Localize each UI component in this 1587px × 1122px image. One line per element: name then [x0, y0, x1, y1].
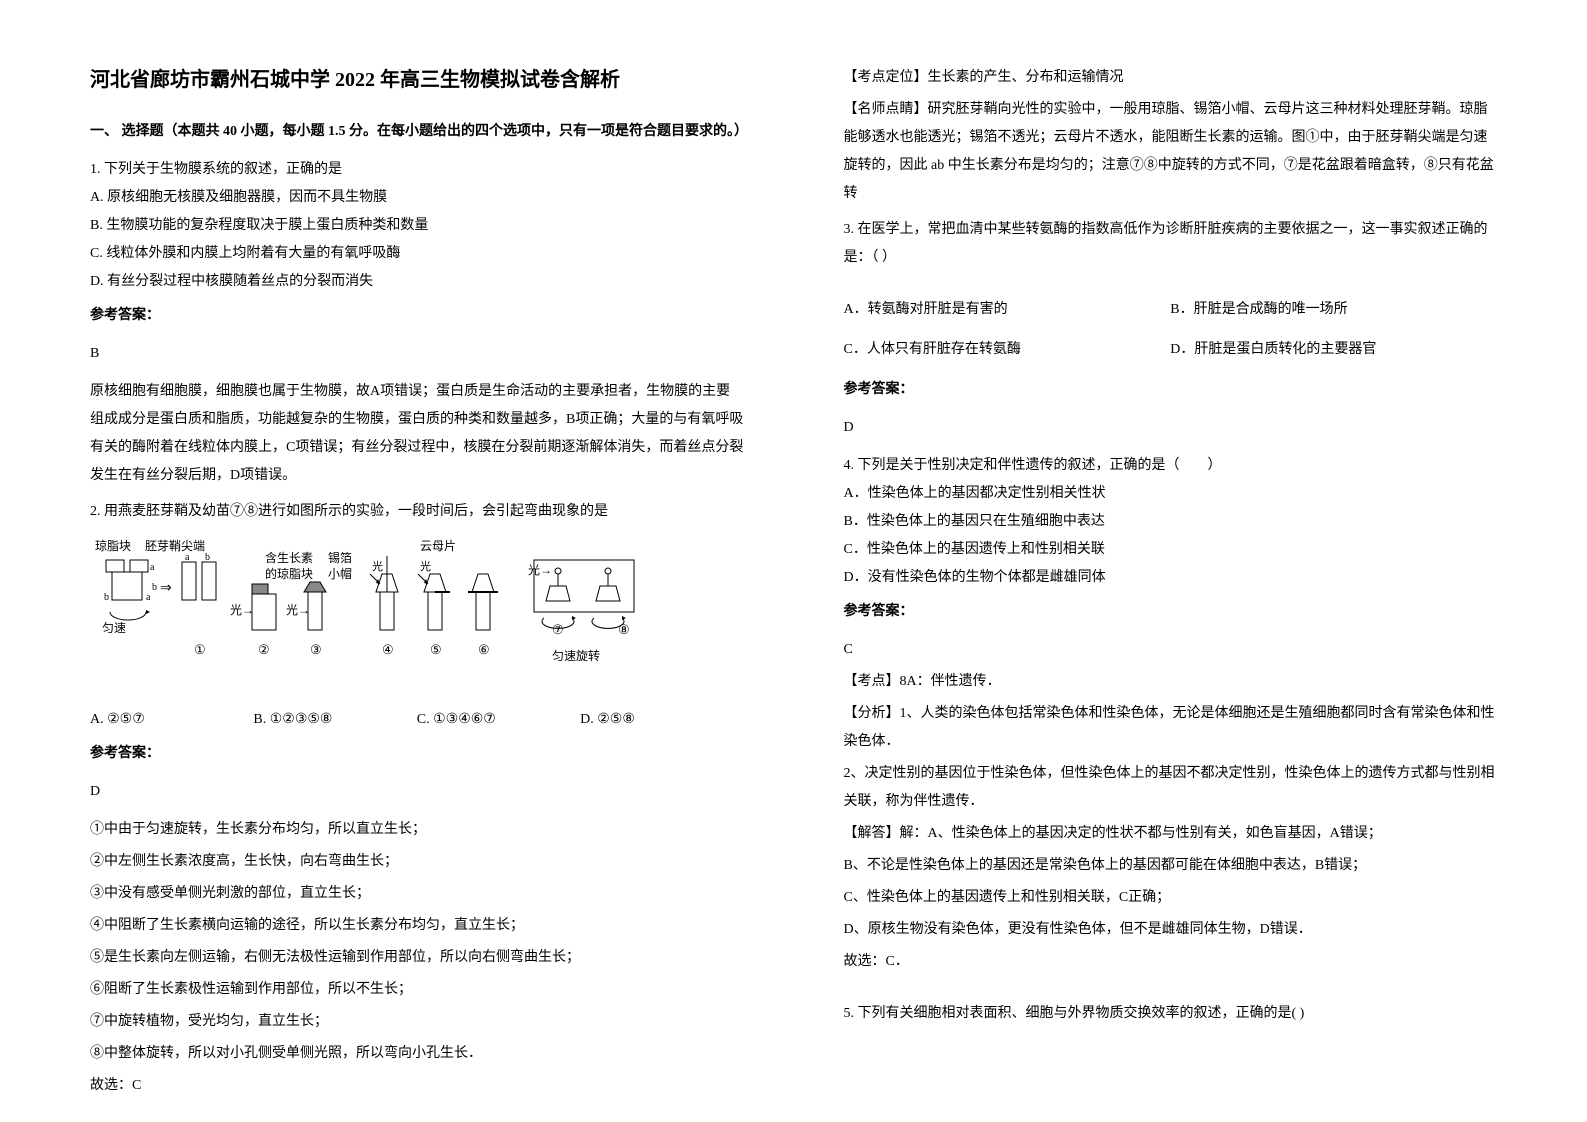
kaodian: 【考点定位】生长素的产生、分布和运输情况	[844, 64, 1498, 92]
q3-answer-label: 参考答案：	[844, 376, 1498, 404]
q4-kaodian: 【考点】8A：伴性遗传．	[844, 668, 1498, 696]
q4-stem: 4. 下列是关于性别决定和伴性遗传的叙述，正确的是（ ）	[844, 452, 1498, 480]
svg-text:④: ④	[382, 642, 394, 657]
q2-answer-label: 参考答案：	[90, 740, 744, 768]
q4-option-b: B．性染色体上的基因只在生殖细胞中表达	[844, 508, 1498, 536]
q3-option-b: B．肝脏是合成酶的唯一场所	[1170, 296, 1497, 324]
mingshi: 【名师点睛】研究胚芽鞘向光性的实验中，一般用琼脂、锡箔小帽、云母片这三种材料处理…	[844, 96, 1498, 208]
q2-e6: ⑥阻断了生长素极性运输到作用部位，所以不生长；	[90, 976, 744, 1004]
q4-jB: B、不论是性染色体上的基因还是常染色体上的基因都可能在体细胞中表达，B错误；	[844, 852, 1498, 880]
q1-answer-label: 参考答案：	[90, 302, 744, 330]
svg-text:光→: 光→	[230, 603, 254, 617]
label-qiongzhi: 琼脂块	[95, 538, 131, 553]
q2-answer: D	[90, 778, 744, 806]
subfig-1: a b b a 匀速 ⇒ a b ①	[102, 552, 216, 657]
svg-text:匀速旋转: 匀速旋转	[552, 648, 600, 663]
q3-stem: 3. 在医学上，常把血清中某些转氨酶的指数高低作为诊断肝脏疾病的主要依据之一，这…	[844, 216, 1498, 272]
subfig-5: 光 ⑤	[418, 559, 450, 657]
q1-stem: 1. 下列关于生物膜系统的叙述，正确的是	[90, 156, 744, 184]
q4-fenxi2: 2、决定性别的基因位于性染色体，但性染色体上的基因不都决定性别，性染色体上的遗传…	[844, 760, 1498, 816]
q4-option-a: A．性染色体上的基因都决定性别相关性状	[844, 480, 1498, 508]
q3-option-d: D．肝脏是蛋白质转化的主要器官	[1170, 336, 1497, 364]
q2-e1: ①中由于匀速旋转，生长素分布均匀，所以直立生长；	[90, 816, 744, 844]
svg-text:a: a	[185, 552, 190, 563]
q2-e4: ④中阻断了生长素横向运输的途径，所以生长素分布均匀，直立生长；	[90, 912, 744, 940]
label-jianduan: 胚芽鞘尖端	[145, 539, 205, 553]
q4-jE: 故选：C．	[844, 948, 1498, 976]
left-column: 河北省廊坊市霸州石城中学 2022 年高三生物模拟试卷含解析 一、 选择题（本题…	[40, 60, 794, 1082]
svg-text:a: a	[146, 592, 151, 603]
svg-text:b: b	[152, 582, 157, 593]
q1-option-a: A. 原核细胞无核膜及细胞器膜，因而不具生物膜	[90, 184, 744, 212]
q4-fenxi: 【分析】1、人类的染色体包括常染色体和性染色体，无论是体细胞还是生殖细胞都同时含…	[844, 700, 1498, 756]
q1-answer: B	[90, 340, 744, 368]
q2-e3: ③中没有感受单侧光刺激的部位，直立生长；	[90, 880, 744, 908]
svg-text:a: a	[150, 562, 155, 573]
label-xibo: 锡箔	[328, 550, 352, 565]
q4-option-d: D．没有性染色体的生物个体都是雌雄同体	[844, 564, 1498, 592]
subfig-3: 光→ ③	[286, 582, 326, 657]
svg-text:b: b	[205, 552, 210, 563]
q1-option-d: D. 有丝分裂过程中核膜随着丝点的分裂而消失	[90, 268, 744, 296]
q2-option-c: C. ①③④⑥⑦	[417, 706, 580, 734]
q1-option-b: B. 生物膜功能的复杂程度取决于膜上蛋白质种类和数量	[90, 212, 744, 240]
page-title: 河北省廊坊市霸州石城中学 2022 年高三生物模拟试卷含解析	[90, 60, 744, 100]
svg-text:匀速: 匀速	[102, 621, 126, 635]
subfig-4: 光 ④	[370, 556, 398, 657]
q4-answer: C	[844, 636, 1498, 664]
q2-e8: ⑧中整体旋转，所以对小孔侧受单侧光照，所以弯向小孔生长．	[90, 1040, 744, 1068]
q3-options-row1: A．转氨酶对肝脏是有害的 B．肝脏是合成酶的唯一场所	[844, 296, 1498, 324]
q3-answer: D	[844, 414, 1498, 442]
q3-option-a: A．转氨酶对肝脏是有害的	[844, 296, 1171, 324]
svg-text:b: b	[104, 592, 109, 603]
subfig-2: 光→ ②	[230, 584, 276, 657]
svg-text:光: 光	[372, 559, 383, 573]
svg-text:⑦: ⑦	[552, 622, 564, 637]
label-deqiongzhi: 的琼脂块	[265, 566, 313, 581]
q4-jA: 【解答】解：A、性染色体上的基因决定的性状不都与性别有关，如色盲基因，A错误；	[844, 820, 1498, 848]
svg-text:光→: 光→	[286, 603, 310, 617]
svg-text:②: ②	[258, 642, 270, 657]
q1-explain: 原核细胞有细胞膜，细胞膜也属于生物膜，故A项错误；蛋白质是生命活动的主要承担者，…	[90, 378, 744, 490]
section-header: 一、 选择题（本题共 40 小题，每小题 1.5 分。在每小题给出的四个选项中，…	[90, 118, 744, 146]
q3-options-row2: C．人体只有肝脏存在转氨酶 D．肝脏是蛋白质转化的主要器官	[844, 336, 1498, 364]
q2-diagram: 琼脂块 胚芽鞘尖端 含生长素 的琼脂块 锡箔 小帽 云母片 光→ a b b a…	[90, 536, 744, 696]
q4-jD: D、原核生物没有染色体，更没有性染色体，但不是雌雄同体生物，D错误．	[844, 916, 1498, 944]
q1-option-c: C. 线粒体外膜和内膜上均附着有大量的有氧呼吸酶	[90, 240, 744, 268]
q2-options: A. ②⑤⑦ B. ①②③⑤⑧ C. ①③④⑥⑦ D. ②⑤⑧	[90, 706, 744, 734]
label-guang-right: 光→	[528, 563, 552, 577]
svg-text:光: 光	[420, 559, 431, 573]
q2-e9: 故选：C	[90, 1072, 744, 1100]
q2-stem: 2. 用燕麦胚芽鞘及幼苗⑦⑧进行如图所示的实验，一段时间后，会引起弯曲现象的是	[90, 498, 744, 526]
q3-option-c: C．人体只有肝脏存在转氨酶	[844, 336, 1171, 364]
q4-answer-label: 参考答案：	[844, 598, 1498, 626]
label-xiaomao: 小帽	[328, 566, 352, 581]
q4-option-c: C．性染色体上的基因遗传上和性别相关联	[844, 536, 1498, 564]
q2-option-b: B. ①②③⑤⑧	[253, 706, 416, 734]
svg-text:⇒: ⇒	[160, 581, 172, 596]
svg-text:③: ③	[310, 642, 322, 657]
svg-text:⑧: ⑧	[618, 622, 630, 637]
svg-text:⑥: ⑥	[478, 642, 490, 657]
label-yunmu: 云母片	[420, 539, 456, 553]
label-hanshengzhang: 含生长素	[265, 550, 313, 565]
q4-jC: C、性染色体上的基因遗传上和性别相关联，C正确；	[844, 884, 1498, 912]
svg-text:①: ①	[194, 642, 206, 657]
q2-e5: ⑤是生长素向左侧运输，右侧无法极性运输到作用部位，所以向右侧弯曲生长；	[90, 944, 744, 972]
svg-text:⑤: ⑤	[430, 642, 442, 657]
q2-option-a: A. ②⑤⑦	[90, 706, 253, 734]
subfig-6: ⑥	[468, 574, 498, 657]
q2-e2: ②中左侧生长素浓度高，生长快，向右弯曲生长；	[90, 848, 744, 876]
q2-option-d: D. ②⑤⑧	[580, 706, 743, 734]
q5-stem: 5. 下列有关细胞相对表面积、细胞与外界物质交换效率的叙述，正确的是( )	[844, 1000, 1498, 1028]
q2-e7: ⑦中旋转植物，受光均匀，直立生长；	[90, 1008, 744, 1036]
right-column: 【考点定位】生长素的产生、分布和运输情况 【名师点睛】研究胚芽鞘向光性的实验中，…	[794, 60, 1548, 1082]
